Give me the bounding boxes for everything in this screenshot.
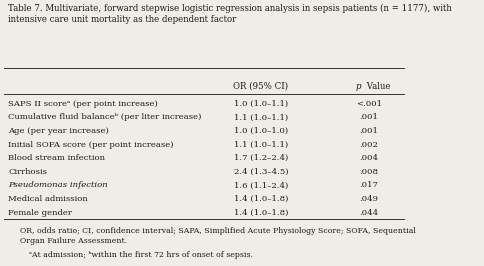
Text: .017: .017 [360,181,378,189]
Text: Value: Value [364,82,391,91]
Text: Blood stream infection: Blood stream infection [8,154,105,162]
Text: p: p [356,82,362,91]
Text: .002: .002 [360,141,378,149]
Text: .004: .004 [360,154,378,162]
Text: ᵃAt admission; ᵇwithin the first 72 hrs of onset of sepsis.: ᵃAt admission; ᵇwithin the first 72 hrs … [29,251,253,259]
Text: 1.6 (1.1–2.4): 1.6 (1.1–2.4) [234,181,288,189]
Text: <.001: <.001 [356,100,382,108]
Text: 1.7 (1.2–2.4): 1.7 (1.2–2.4) [234,154,288,162]
Text: 1.0 (1.0–1.0): 1.0 (1.0–1.0) [234,127,288,135]
Text: Cirrhosis: Cirrhosis [8,168,47,176]
Text: Medical admission: Medical admission [8,195,88,203]
Text: .001: .001 [360,114,378,122]
Text: 1.4 (1.0–1.8): 1.4 (1.0–1.8) [234,195,288,203]
Text: SAPS II scoreᵃ (per point increase): SAPS II scoreᵃ (per point increase) [8,100,158,108]
Text: Age (per year increase): Age (per year increase) [8,127,109,135]
Text: .001: .001 [360,127,378,135]
Text: .049: .049 [360,195,378,203]
Text: Female gender: Female gender [8,209,72,217]
Text: .044: .044 [360,209,378,217]
Text: Cumulative fluid balanceᵇ (per liter increase): Cumulative fluid balanceᵇ (per liter inc… [8,114,202,122]
Text: OR (95% CI): OR (95% CI) [233,82,288,91]
Text: Pseudomonas infection: Pseudomonas infection [8,181,108,189]
Text: Initial SOFA score (per point increase): Initial SOFA score (per point increase) [8,141,174,149]
Text: Table 7. Multivariate, forward stepwise logistic regression analysis in sepsis p: Table 7. Multivariate, forward stepwise … [8,4,452,23]
Text: 2.4 (1.3–4.5): 2.4 (1.3–4.5) [234,168,288,176]
Text: .008: .008 [360,168,378,176]
Text: 1.0 (1.0–1.1): 1.0 (1.0–1.1) [234,100,288,108]
Text: 1.1 (1.0–1.1): 1.1 (1.0–1.1) [234,141,288,149]
Text: 1.4 (1.0–1.8): 1.4 (1.0–1.8) [234,209,288,217]
Text: 1.1 (1.0–1.1): 1.1 (1.0–1.1) [234,114,288,122]
Text: OR, odds ratio; CI, confidence interval; SAPA, Simplified Acute Physiology Score: OR, odds ratio; CI, confidence interval;… [20,227,416,245]
